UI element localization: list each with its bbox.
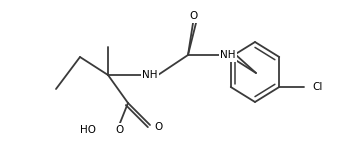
- Text: O: O: [154, 122, 162, 132]
- Text: NH: NH: [142, 70, 158, 80]
- Text: O: O: [116, 125, 124, 135]
- Text: NH: NH: [220, 50, 236, 60]
- Text: HO: HO: [80, 125, 96, 135]
- Text: Cl: Cl: [312, 82, 322, 92]
- Text: O: O: [189, 11, 197, 21]
